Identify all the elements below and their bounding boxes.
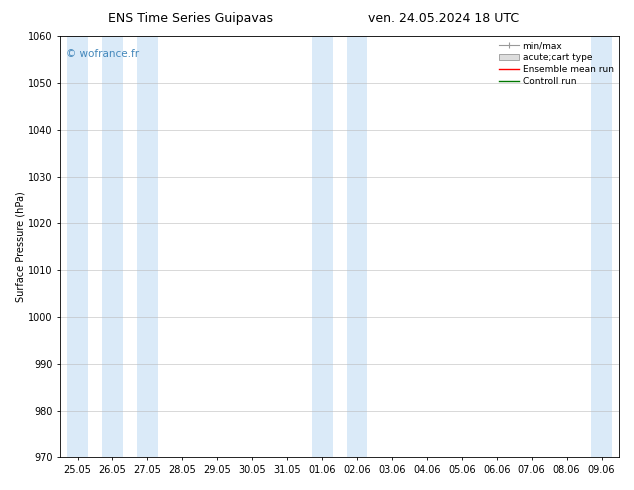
Text: ven. 24.05.2024 18 UTC: ven. 24.05.2024 18 UTC [368,12,519,25]
Bar [137,36,158,457]
Text: ENS Time Series Guipavas: ENS Time Series Guipavas [108,12,273,25]
Bar [67,36,88,457]
Bar [591,36,612,457]
Bar [347,36,368,457]
Bar [102,36,123,457]
Legend: min/max, acute;cart type, Ensemble mean run, Controll run: min/max, acute;cart type, Ensemble mean … [496,38,617,89]
Y-axis label: Surface Pressure (hPa): Surface Pressure (hPa) [15,192,25,302]
Bar [311,36,333,457]
Text: © wofrance.fr: © wofrance.fr [66,49,139,59]
